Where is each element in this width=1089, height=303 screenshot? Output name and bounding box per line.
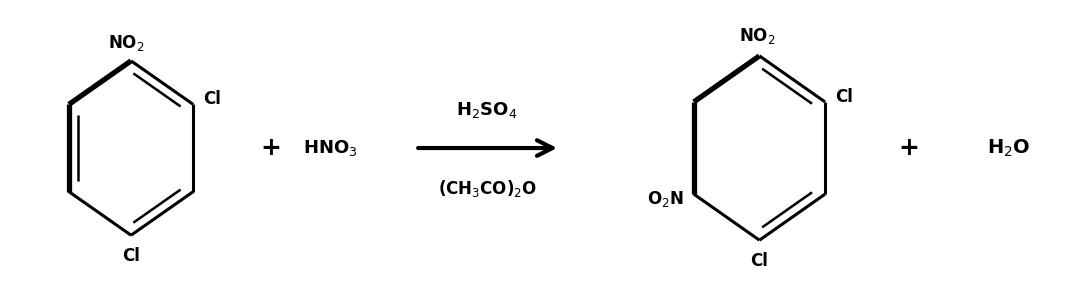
Text: NO$_2$: NO$_2$: [739, 26, 775, 46]
Text: +: +: [898, 136, 919, 160]
Text: O$_2$N: O$_2$N: [647, 189, 684, 209]
Text: (CH$_3$CO)$_2$O: (CH$_3$CO)$_2$O: [438, 178, 537, 199]
Text: +: +: [260, 136, 281, 160]
Text: Cl: Cl: [750, 252, 769, 270]
Text: H$_2$O: H$_2$O: [987, 137, 1030, 159]
Text: Cl: Cl: [835, 88, 853, 106]
Text: H$_2$SO$_4$: H$_2$SO$_4$: [456, 100, 518, 120]
Text: Cl: Cl: [204, 91, 221, 108]
Text: Cl: Cl: [122, 247, 140, 265]
Text: NO$_2$: NO$_2$: [108, 33, 145, 53]
Text: HNO$_3$: HNO$_3$: [303, 138, 358, 158]
